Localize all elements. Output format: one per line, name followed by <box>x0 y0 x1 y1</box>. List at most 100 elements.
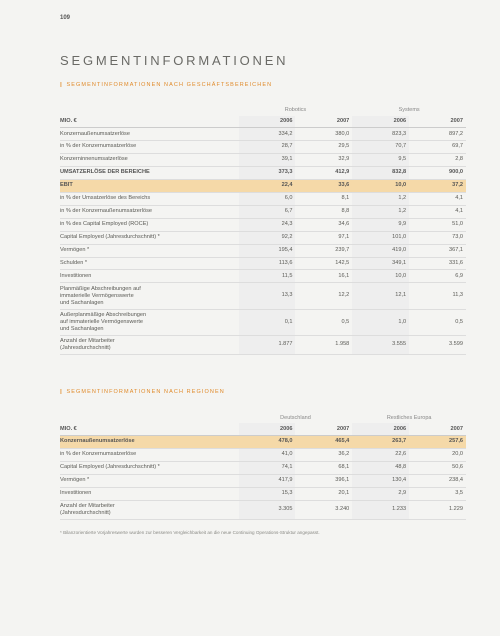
cell-value: 29,5 <box>295 141 352 154</box>
cell-value: 0,5 <box>295 309 352 335</box>
cell-value: 142,5 <box>295 257 352 270</box>
table-row: Investitionen15,320,12,93,5 <box>60 487 466 500</box>
bars-icon: || <box>60 82 61 88</box>
table-row: Konzernaußenumsatzerlöse478,0465,4263,72… <box>60 436 466 449</box>
group-header: Robotics <box>239 105 353 116</box>
cell-value: 39,1 <box>239 154 296 167</box>
cell-value: 2,8 <box>409 154 466 167</box>
year-header: 2007 <box>409 423 466 435</box>
row-label: EBIT <box>60 180 239 193</box>
cell-value: 32,9 <box>295 154 352 167</box>
cell-value: 51,0 <box>409 218 466 231</box>
cell-value: 37,2 <box>409 180 466 193</box>
table-row: Außerplanmäßige Abschreibungenauf immate… <box>60 309 466 335</box>
cell-value: 1,2 <box>352 192 409 205</box>
cell-value: 73,0 <box>409 231 466 244</box>
footnote: * Bilanzorientierte Vorjahreswerte wurde… <box>60 530 466 536</box>
row-label: Capital Employed (Jahresdurchschnitt) * <box>60 231 239 244</box>
year-header: 2006 <box>352 423 409 435</box>
row-label: Capital Employed (Jahresdurchschnitt) * <box>60 461 239 474</box>
cell-value: 897,2 <box>409 128 466 141</box>
cell-value: 101,0 <box>352 231 409 244</box>
table-row: Anzahl der Mitarbeiter(Jahresdurchschnit… <box>60 500 466 519</box>
cell-value: 74,1 <box>239 461 296 474</box>
row-label: Anzahl der Mitarbeiter(Jahresdurchschnit… <box>60 336 239 355</box>
section1-label-text: SEGMENTINFORMATIONEN NACH GESCHÄFTSBEREI… <box>67 82 273 88</box>
table-row: in % der Konzernumsatzerlöse28,729,570,7… <box>60 141 466 154</box>
year-header: 2007 <box>295 423 352 435</box>
year-header: 2006 <box>239 116 296 128</box>
cell-value: 334,2 <box>239 128 296 141</box>
cell-value: 20,1 <box>295 487 352 500</box>
cell-value: 6,7 <box>239 205 296 218</box>
cell-value: 349,1 <box>352 257 409 270</box>
year-header: 2006 <box>352 116 409 128</box>
cell-value: 11,5 <box>239 270 296 283</box>
cell-value: 0,5 <box>409 309 466 335</box>
cell-value: 1.229 <box>409 500 466 519</box>
year-header: 2007 <box>409 116 466 128</box>
cell-value: 16,1 <box>295 270 352 283</box>
table-row: Konzerninnenumsatzerlöse39,132,99,52,8 <box>60 154 466 167</box>
unit-label: MIO. € <box>60 423 239 435</box>
cell-value: 10,0 <box>352 180 409 193</box>
row-label: Vermögen * <box>60 474 239 487</box>
cell-value: 70,7 <box>352 141 409 154</box>
row-label: Planmäßige Abschreibungen aufimmateriell… <box>60 283 239 309</box>
cell-value: 478,0 <box>239 436 296 449</box>
row-label: Investitionen <box>60 487 239 500</box>
cell-value: 34,6 <box>295 218 352 231</box>
cell-value: 8,1 <box>295 192 352 205</box>
cell-value: 257,6 <box>409 436 466 449</box>
row-label: Anzahl der Mitarbeiter(Jahresdurchschnit… <box>60 500 239 519</box>
cell-value: 396,1 <box>295 474 352 487</box>
cell-value: 4,1 <box>409 192 466 205</box>
table-row: Capital Employed (Jahresdurchschnitt) *9… <box>60 231 466 244</box>
cell-value: 8,8 <box>295 205 352 218</box>
table-row: in % der Konzernaußenumsatzerlöse6,78,81… <box>60 205 466 218</box>
row-label: in % der Umsatzerlöse des Bereichs <box>60 192 239 205</box>
cell-value: 22,4 <box>239 180 296 193</box>
row-label: Außerplanmäßige Abschreibungenauf immate… <box>60 309 239 335</box>
cell-value: 36,2 <box>295 449 352 462</box>
cell-value: 6,0 <box>239 192 296 205</box>
cell-value: 1.958 <box>295 336 352 355</box>
cell-value: 48,8 <box>352 461 409 474</box>
cell-value: 417,9 <box>239 474 296 487</box>
cell-value: 367,1 <box>409 244 466 257</box>
cell-value: 3,5 <box>409 487 466 500</box>
cell-value: 10,0 <box>352 270 409 283</box>
table-row: in % der Konzernumsatzerlöse41,036,222,6… <box>60 449 466 462</box>
row-label: Vermögen * <box>60 244 239 257</box>
cell-value: 1,0 <box>352 309 409 335</box>
table-row: Investitionen11,516,110,06,9 <box>60 270 466 283</box>
cell-value: 28,7 <box>239 141 296 154</box>
cell-value: 113,6 <box>239 257 296 270</box>
cell-value: 68,1 <box>295 461 352 474</box>
row-label: Investitionen <box>60 270 239 283</box>
row-label: Konzerninnenumsatzerlöse <box>60 154 239 167</box>
section1-label: || SEGMENTINFORMATIONEN NACH GESCHÄFTSBE… <box>60 82 466 89</box>
cell-value: 373,3 <box>239 167 296 180</box>
unit-label: MIO. € <box>60 116 239 128</box>
table-row: in % des Capital Employed (ROCE)24,334,6… <box>60 218 466 231</box>
cell-value: 12,2 <box>295 283 352 309</box>
cell-value: 412,9 <box>295 167 352 180</box>
row-label: UMSATZERLÖSE DER BEREICHE <box>60 167 239 180</box>
cell-value: 41,0 <box>239 449 296 462</box>
table-row: Vermögen *417,9396,1130,4238,4 <box>60 474 466 487</box>
cell-value: 0,1 <box>239 309 296 335</box>
cell-value: 92,2 <box>239 231 296 244</box>
cell-value: 331,6 <box>409 257 466 270</box>
cell-value: 900,0 <box>409 167 466 180</box>
cell-value: 15,3 <box>239 487 296 500</box>
cell-value: 3.240 <box>295 500 352 519</box>
row-label: Schulden * <box>60 257 239 270</box>
row-label: in % der Konzernaußenumsatzerlöse <box>60 205 239 218</box>
cell-value: 195,4 <box>239 244 296 257</box>
page-title: SEGMENTINFORMATIONEN <box>60 52 466 70</box>
cell-value: 22,6 <box>352 449 409 462</box>
cell-value: 3.305 <box>239 500 296 519</box>
cell-value: 6,9 <box>409 270 466 283</box>
cell-value: 12,1 <box>352 283 409 309</box>
